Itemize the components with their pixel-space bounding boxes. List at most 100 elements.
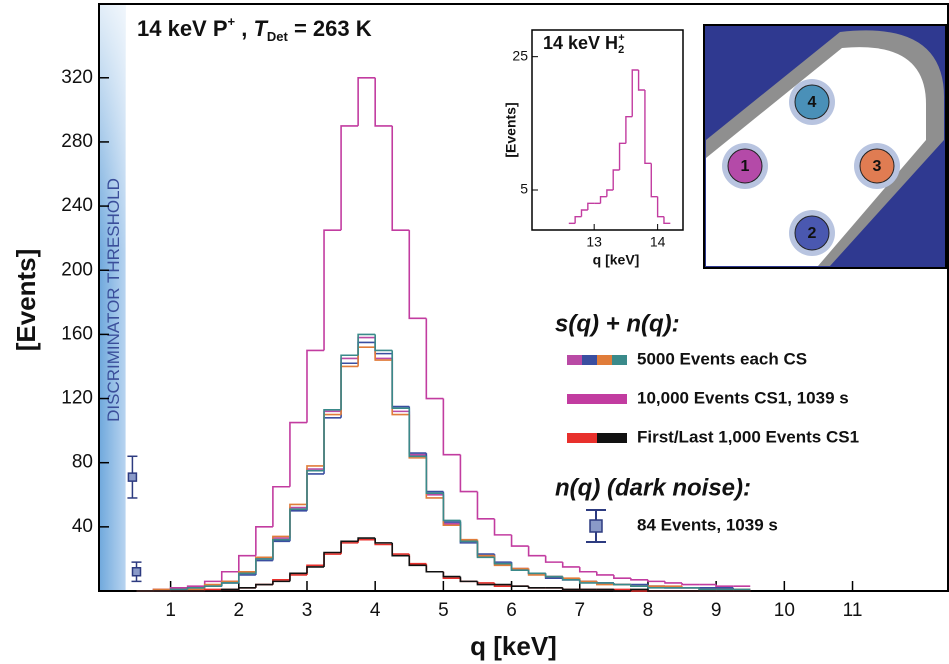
- title-part: +: [228, 14, 236, 29]
- histogram-bin: [493, 557, 512, 565]
- histogram-bin: [459, 576, 478, 583]
- histogram-bin: [476, 542, 495, 555]
- histogram-bin: [656, 196, 664, 218]
- histogram-bin: [442, 494, 461, 525]
- plot-frame: [98, 3, 949, 592]
- histogram-bin: [644, 90, 652, 165]
- y-tick-label: 320: [61, 67, 93, 88]
- x-tick-label: 5: [438, 600, 449, 621]
- x-tick-label: 2: [234, 600, 245, 621]
- histogram-bin: [340, 540, 359, 553]
- histogram-bin: [357, 538, 376, 543]
- histogram-bin: [374, 342, 393, 355]
- histogram-bin: [476, 539, 495, 557]
- cs-spot: [727, 148, 763, 184]
- y-axis-label: [Events]: [11, 249, 41, 352]
- histogram-bin: [220, 570, 239, 582]
- x-tick-label: 9: [711, 600, 722, 621]
- histogram-bin: [306, 566, 325, 574]
- histogram-bin: [425, 456, 444, 494]
- x-tick-label: 1: [165, 600, 176, 621]
- histogram-bin: [510, 534, 529, 547]
- histogram-bin: [374, 347, 393, 361]
- histogram-bin: [186, 586, 205, 590]
- x-tick-label: 10: [774, 600, 795, 621]
- histogram-bin: [289, 508, 307, 540]
- histogram-bin: [493, 554, 512, 563]
- histogram-bin: [255, 558, 273, 574]
- histogram-bin: [203, 585, 222, 588]
- cs-label: 4: [808, 94, 817, 111]
- histogram-bin: [323, 410, 342, 470]
- cs-label: 3: [873, 158, 882, 175]
- legend-label: 10,000 Events CS1, 1039 s: [637, 388, 849, 407]
- histogram-bin: [612, 169, 620, 190]
- chart-title: 14 keV P+ , TDet = 263 K: [137, 14, 372, 44]
- legend-label: 84 Events, 1039 s: [637, 515, 778, 534]
- histogram-bin: [306, 469, 325, 510]
- histogram-bin: [544, 573, 563, 578]
- legend-swatch: [567, 355, 582, 365]
- histogram-bin: [442, 493, 461, 522]
- histogram-bin: [578, 578, 597, 583]
- histogram-bin: [578, 566, 597, 573]
- legend-header: s(q) + n(q):: [555, 310, 680, 337]
- histogram-bin: [408, 554, 427, 565]
- histogram-bin: [664, 581, 683, 584]
- inset-x-label: q [keV]: [593, 252, 640, 268]
- cs-spot: [859, 148, 895, 184]
- legend-swatch: [597, 433, 627, 443]
- x-tick-label: 11: [843, 600, 863, 621]
- threshold-label: DISCRIMINATOR THRESHOLD: [104, 178, 123, 422]
- histogram-bin: [357, 341, 376, 364]
- histogram-bin: [544, 555, 563, 563]
- histogram-bin: [374, 539, 393, 546]
- histogram-bin: [237, 586, 256, 590]
- histogram-bin: [323, 553, 342, 566]
- histogram-bin: [255, 559, 273, 575]
- histogram-bin: [272, 540, 290, 561]
- histogram-bin: [561, 587, 580, 591]
- histogram-bin: [323, 229, 342, 351]
- y-tick-label: 80: [72, 452, 93, 473]
- histogram-bin: [391, 350, 410, 409]
- histogram-bin: [323, 416, 342, 474]
- title-part: = 263 K: [288, 16, 372, 41]
- legend-label: First/Last 1,000 Events CS1: [637, 427, 859, 446]
- histogram-bin: [237, 554, 256, 572]
- y-tick-label: 120: [61, 388, 93, 409]
- histogram-bin: [476, 581, 495, 584]
- histogram-bin: [408, 230, 427, 320]
- histogram-bin: [625, 115, 633, 144]
- histogram-bin: [237, 572, 256, 583]
- cs-spot: [794, 84, 830, 120]
- histogram-bin: [544, 573, 563, 579]
- x-axis-label: q [keV]: [470, 631, 557, 661]
- histogram-bin: [476, 541, 495, 559]
- histogram-bin: [323, 413, 342, 466]
- histogram-bin: [391, 125, 410, 231]
- histogram-bin: [306, 465, 325, 505]
- histogram-bin: [357, 537, 376, 542]
- y-tick-label: 160: [61, 323, 93, 344]
- histogram-bin: [255, 583, 273, 588]
- histogram-bin: [220, 582, 239, 587]
- cs-label: 2: [808, 225, 817, 242]
- x-tick-label: 4: [370, 600, 381, 621]
- cs-spots: 1 2 3 4: [722, 79, 900, 256]
- histogram-bin: [272, 485, 290, 527]
- histogram-bin: [527, 570, 546, 575]
- y-tick-label: 200: [61, 259, 93, 280]
- inset-title-part: +: [618, 32, 624, 44]
- histogram-bin: [323, 551, 342, 567]
- histogram-bin: [306, 468, 325, 508]
- histogram-bin: [631, 69, 639, 117]
- histogram-bin: [459, 525, 478, 541]
- inset-y-tick-label: 25: [512, 47, 528, 63]
- histogram-bin: [272, 538, 290, 559]
- histogram-bin: [442, 491, 461, 523]
- histogram-bin: [715, 584, 734, 587]
- legend-label: 5000 Events each CS: [637, 349, 807, 368]
- legend-point: [589, 519, 603, 533]
